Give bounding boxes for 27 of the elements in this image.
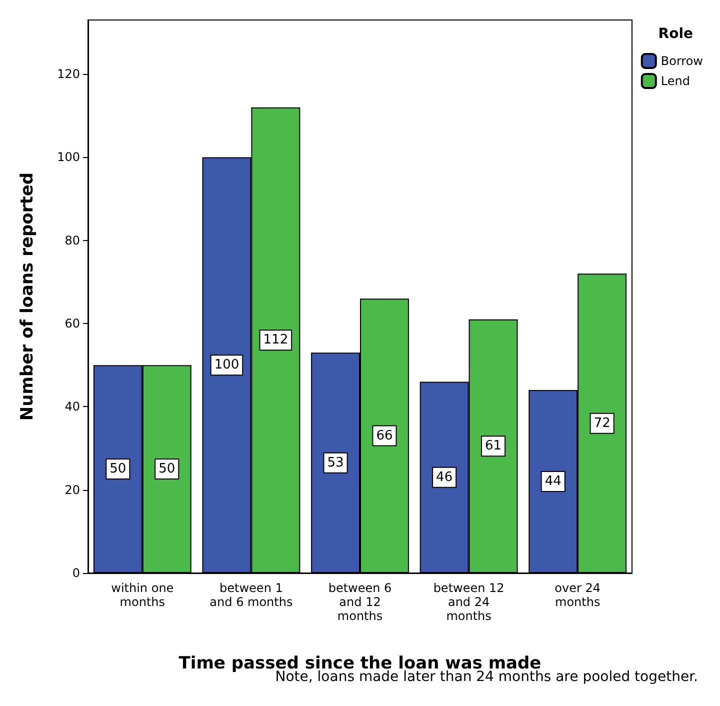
data-label: 50 [110, 462, 126, 477]
legend-title: Role [658, 26, 694, 42]
x-tick-label: between 12 and 24 months [433, 581, 504, 623]
y-tick-label: 80 [64, 233, 80, 248]
x-tick-label: between 1 and 6 months [210, 581, 293, 609]
x-tick-label: within one months [111, 581, 174, 609]
x-tick-label: between 6 and 12 months [328, 581, 392, 623]
data-label: 61 [485, 438, 502, 454]
data-label: 46 [436, 470, 453, 485]
data-label: 50 [158, 462, 176, 477]
data-label: 66 [376, 428, 393, 444]
legend-label: Lend [660, 74, 690, 88]
data-label: 100 [214, 358, 240, 373]
text: Note, loans made later than 24 months are pooled together. [275, 669, 698, 685]
y-tick-label: 20 [64, 482, 80, 497]
y-tick-label: 40 [64, 400, 80, 414]
data-label: 44 [544, 474, 562, 490]
data-label: 53 [327, 455, 344, 470]
y-tick-label: 0 [72, 566, 80, 580]
data-label: 112 [263, 332, 288, 348]
data-label: 72 [594, 416, 610, 431]
y-tick-label: 120 [57, 67, 80, 82]
y-tick-label: 60 [64, 316, 80, 331]
x-tick-label: over 24 months [554, 581, 601, 609]
legend-label: Borrow [660, 54, 704, 68]
y-tick-label: 100 [57, 150, 80, 164]
y-axis-title: Number of loans reported [18, 172, 38, 421]
